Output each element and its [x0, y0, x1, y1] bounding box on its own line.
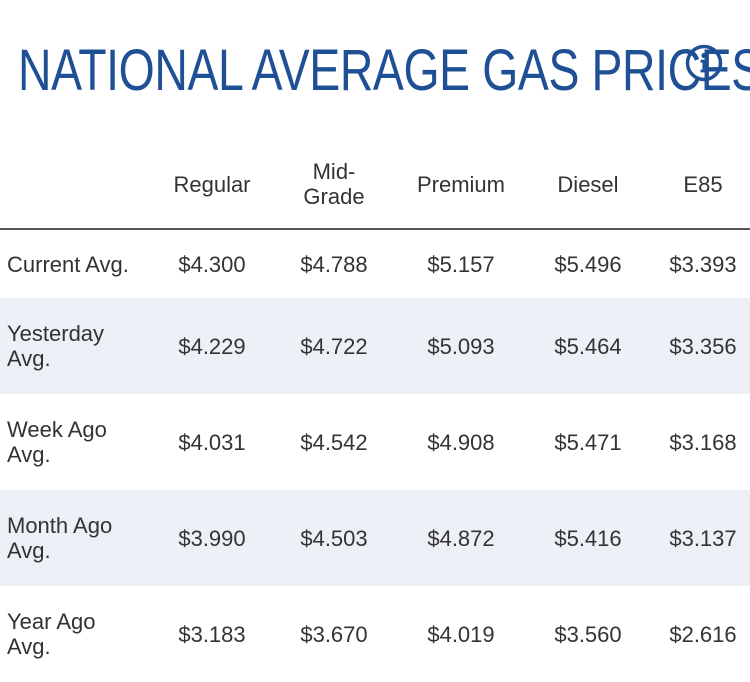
price-regular: $4.031 [178, 429, 246, 455]
price-premium: $4.872 [427, 525, 495, 551]
price-diesel: $5.496 [554, 251, 622, 277]
price-mid-grade: $3.670 [300, 621, 368, 647]
price-e85: $2.616 [669, 621, 737, 647]
column-header-e85: E85 [656, 140, 750, 230]
table-row-week-ago: Week Ago Avg. $4.031 $4.542 $4.908 $5.47… [0, 394, 750, 490]
row-label: Week Ago Avg. [7, 417, 107, 467]
column-header-mid-grade: Mid- Grade [266, 140, 402, 230]
page-title: NATIONAL AVERAGE GAS PRICES [18, 38, 750, 103]
price-mid-grade: $4.542 [300, 429, 368, 455]
row-label: Yesterday Avg. [7, 321, 105, 371]
price-regular: $3.990 [178, 525, 246, 551]
price-mid-grade: $4.503 [300, 525, 368, 551]
price-e85: $3.168 [669, 429, 737, 455]
column-header-diesel: Diesel [520, 140, 656, 230]
price-regular: $4.229 [178, 333, 246, 359]
price-diesel: $3.560 [554, 621, 622, 647]
price-premium: $5.093 [427, 333, 495, 359]
row-label: Current Avg. [7, 251, 129, 277]
gas-prices-table: Regular Mid- Grade Premium Diesel E85 Cu… [0, 140, 750, 682]
price-premium: $4.019 [427, 621, 495, 647]
price-diesel: $5.464 [554, 333, 622, 359]
price-premium: $5.157 [427, 251, 495, 277]
title-bar: NATIONAL AVERAGE GAS PRICES [18, 36, 750, 106]
table-row-month-ago: Month Ago Avg. $3.990 $4.503 $4.872 $5.4… [0, 490, 750, 586]
table-row-year-ago: Year Ago Avg. $3.183 $3.670 $4.019 $3.56… [0, 586, 750, 682]
row-label: Year Ago Avg. [7, 609, 96, 659]
price-mid-grade: $4.788 [300, 251, 368, 277]
column-header-premium: Premium [402, 140, 520, 230]
table-header-row: Regular Mid- Grade Premium Diesel E85 [0, 140, 750, 230]
price-e85: $3.393 [669, 251, 737, 277]
price-regular: $3.183 [178, 621, 246, 647]
price-e85: $3.137 [669, 525, 737, 551]
column-header-regular: Regular [158, 140, 266, 230]
table-row-yesterday: Yesterday Avg. $4.229 $4.722 $5.093 $5.4… [0, 298, 750, 394]
price-regular: $4.300 [178, 251, 246, 277]
price-e85: $3.356 [669, 333, 737, 359]
row-label: Month Ago Avg. [7, 513, 113, 563]
table-row-current: Current Avg. $4.300 $4.788 $5.157 $5.496… [0, 229, 750, 298]
header-corner [0, 140, 158, 230]
price-mid-grade: $4.722 [300, 333, 368, 359]
price-premium: $4.908 [427, 429, 495, 455]
info-icon[interactable] [685, 44, 723, 82]
price-diesel: $5.416 [554, 525, 622, 551]
price-diesel: $5.471 [554, 429, 622, 455]
